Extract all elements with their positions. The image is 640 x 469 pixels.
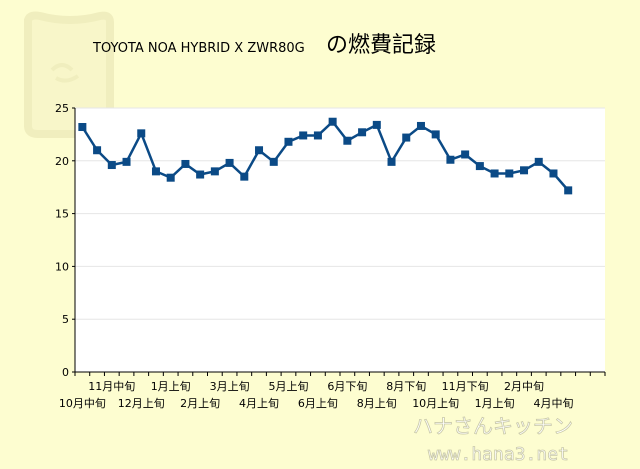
y-tick-label: 10 bbox=[55, 260, 69, 273]
y-tick-label: 15 bbox=[55, 208, 69, 221]
data-point bbox=[122, 157, 131, 166]
x-tick-label: 5月上旬 bbox=[268, 380, 308, 393]
x-tick-label: 10月中旬 bbox=[59, 397, 106, 410]
x-tick-label: 1月上旬 bbox=[475, 397, 515, 410]
data-point bbox=[210, 167, 219, 176]
data-point bbox=[137, 129, 146, 138]
data-point bbox=[151, 167, 160, 176]
y-tick-label: 20 bbox=[55, 155, 69, 168]
x-tick-label: 4月中旬 bbox=[533, 397, 573, 410]
data-point bbox=[343, 136, 352, 145]
data-point bbox=[372, 120, 381, 129]
data-point bbox=[107, 161, 116, 170]
data-point bbox=[166, 173, 175, 182]
x-tick-label: 11月中旬 bbox=[88, 380, 135, 393]
data-point bbox=[446, 155, 455, 164]
x-tick-label: 10月上旬 bbox=[412, 397, 459, 410]
data-point bbox=[93, 146, 102, 155]
data-point bbox=[387, 157, 396, 166]
x-tick-label: 12月上旬 bbox=[118, 397, 165, 410]
data-point bbox=[416, 121, 425, 130]
series-line bbox=[81, 119, 570, 192]
data-point bbox=[255, 146, 264, 155]
x-tick-label: 2月上旬 bbox=[180, 397, 220, 410]
data-point bbox=[181, 159, 190, 168]
chart-title-suffix: の燃費記録 bbox=[326, 33, 436, 58]
x-tick-labels: 11月中旬 1月上旬 3月上旬 5月上旬 6月下旬 8月下旬 11月下旬 2月中旬 10月中旬 1… bbox=[59, 380, 574, 410]
data-point bbox=[402, 133, 411, 142]
data-point bbox=[520, 166, 529, 175]
data-point bbox=[490, 169, 499, 178]
plot-area bbox=[75, 108, 605, 372]
data-point bbox=[549, 169, 558, 178]
data-point bbox=[225, 158, 234, 167]
y-tick-labels: 0 5 10 15 20 25 bbox=[55, 102, 75, 379]
watermark-name: ハナさんキッチン bbox=[413, 414, 573, 438]
data-point bbox=[196, 170, 205, 179]
data-point bbox=[564, 186, 573, 195]
data-point bbox=[269, 157, 278, 166]
x-tick-label: 11月下旬 bbox=[442, 380, 489, 393]
x-tick-label: 6月下旬 bbox=[327, 380, 367, 393]
x-tick-label: 2月中旬 bbox=[504, 380, 544, 393]
y-tick-label: 0 bbox=[62, 366, 69, 379]
x-tick-marks bbox=[74, 372, 606, 376]
data-point bbox=[299, 131, 308, 140]
data-point bbox=[358, 128, 367, 137]
x-tick-label: 8月下旬 bbox=[386, 380, 426, 393]
data-point bbox=[505, 169, 514, 178]
x-tick-label: 6月上旬 bbox=[298, 397, 338, 410]
gridlines bbox=[75, 107, 605, 320]
data-point bbox=[313, 131, 322, 140]
watermark-url: www.hana3.net bbox=[428, 444, 569, 465]
data-point bbox=[534, 157, 543, 166]
data-point bbox=[240, 172, 249, 181]
x-tick-label: 4月上旬 bbox=[239, 397, 279, 410]
x-tick-label: 8月上旬 bbox=[357, 397, 397, 410]
x-tick-label: 3月上旬 bbox=[210, 380, 250, 393]
x-tick-label: 1月上旬 bbox=[151, 380, 191, 393]
y-tick-label: 5 bbox=[62, 313, 69, 326]
data-point bbox=[284, 137, 293, 146]
data-point bbox=[461, 150, 470, 159]
series-markers bbox=[78, 117, 573, 195]
mascot-decoration bbox=[24, 11, 114, 138]
chart-title-prefix: TOYOTA NOA HYBRID X ZWR80G bbox=[92, 41, 305, 56]
data-point bbox=[431, 130, 440, 139]
y-tick-label: 25 bbox=[55, 102, 69, 115]
data-point bbox=[78, 123, 87, 132]
data-point bbox=[328, 117, 337, 126]
data-point bbox=[475, 162, 484, 171]
